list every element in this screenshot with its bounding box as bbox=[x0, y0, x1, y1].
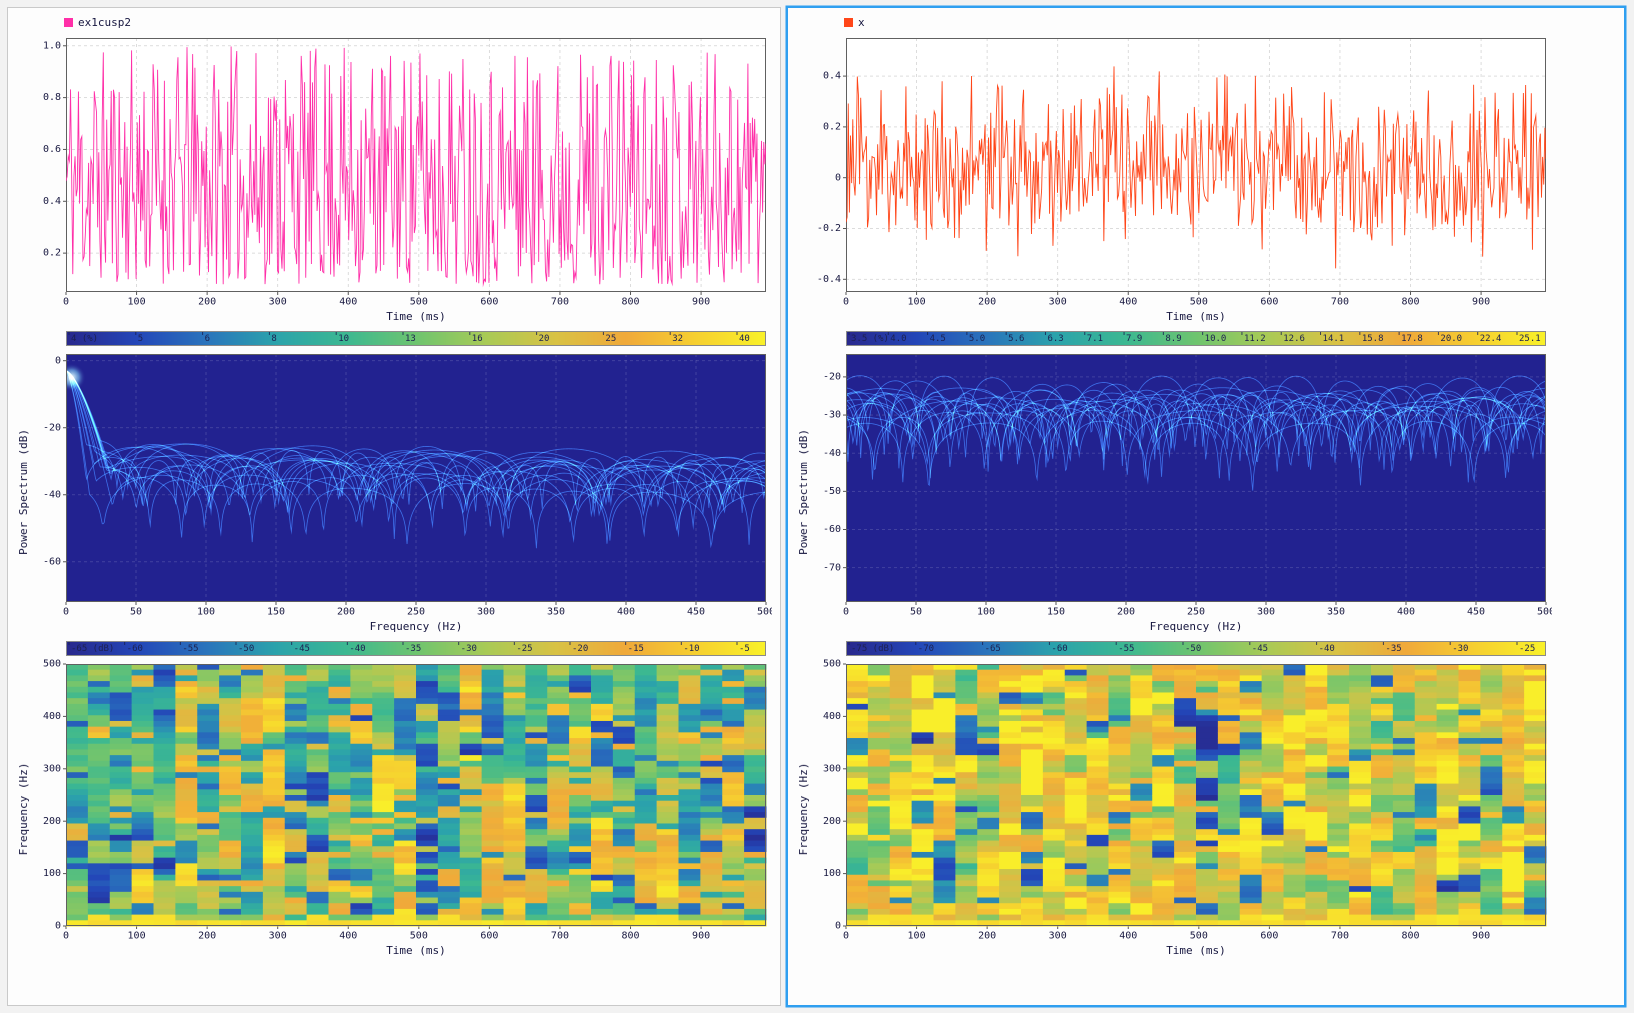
spectrum-colorbar-wrap bbox=[16, 331, 774, 346]
spectrogram-chart: Frequency (Hz) Time (ms) bbox=[16, 658, 774, 959]
power-spectrum-plot[interactable] bbox=[16, 348, 772, 620]
x-axis-label: Time (ms) bbox=[386, 310, 446, 323]
panel-left[interactable]: ex1cusp2 Time (ms) Power Spectrum (dB) F… bbox=[7, 7, 781, 1006]
x-axis-label: Time (ms) bbox=[1166, 310, 1226, 323]
legend[interactable]: x bbox=[844, 12, 1618, 32]
y-axis-label: Power Spectrum (dB) bbox=[17, 428, 30, 555]
legend-swatch bbox=[64, 17, 73, 27]
spectrum-colorbar bbox=[846, 331, 1546, 346]
power-spectrum-chart: Power Spectrum (dB) Frequency (Hz) bbox=[796, 348, 1618, 635]
x-axis-label: Time (ms) bbox=[1166, 944, 1226, 957]
legend-swatch bbox=[844, 17, 853, 27]
spectrum-colorbar bbox=[66, 331, 766, 346]
waveform-chart: Time (ms) bbox=[796, 32, 1618, 325]
legend-label: x bbox=[858, 15, 865, 29]
waveform-chart: Time (ms) bbox=[16, 32, 774, 325]
spectrogram-plot[interactable] bbox=[16, 658, 772, 944]
power-spectrum-plot[interactable] bbox=[796, 348, 1552, 620]
y-axis-label: Power Spectrum (dB) bbox=[797, 428, 810, 555]
legend[interactable]: ex1cusp2 bbox=[64, 12, 774, 32]
y-axis-label: Frequency (Hz) bbox=[17, 762, 30, 855]
panel-right[interactable]: x Time (ms) Power Spectrum (dB) Frequenc… bbox=[787, 7, 1625, 1006]
x-axis-label: Time (ms) bbox=[386, 944, 446, 957]
spectrogram-colorbar bbox=[846, 641, 1546, 656]
legend-label: ex1cusp2 bbox=[78, 15, 131, 29]
x-axis-label: Frequency (Hz) bbox=[1149, 620, 1243, 633]
spectrum-colorbar-wrap bbox=[796, 331, 1618, 346]
spectrogram-colorbar bbox=[66, 641, 766, 656]
power-spectrum-chart: Power Spectrum (dB) Frequency (Hz) bbox=[16, 348, 774, 635]
waveform-plot[interactable] bbox=[16, 32, 772, 310]
spectrogram-colorbar-wrap bbox=[796, 641, 1618, 656]
spectrogram-colorbar-wrap bbox=[16, 641, 774, 656]
spectrogram-plot[interactable] bbox=[796, 658, 1552, 944]
x-axis-label: Frequency (Hz) bbox=[369, 620, 463, 633]
y-axis-label: Frequency (Hz) bbox=[797, 762, 810, 855]
spectrogram-chart: Frequency (Hz) Time (ms) bbox=[796, 658, 1618, 959]
waveform-plot[interactable] bbox=[796, 32, 1552, 310]
